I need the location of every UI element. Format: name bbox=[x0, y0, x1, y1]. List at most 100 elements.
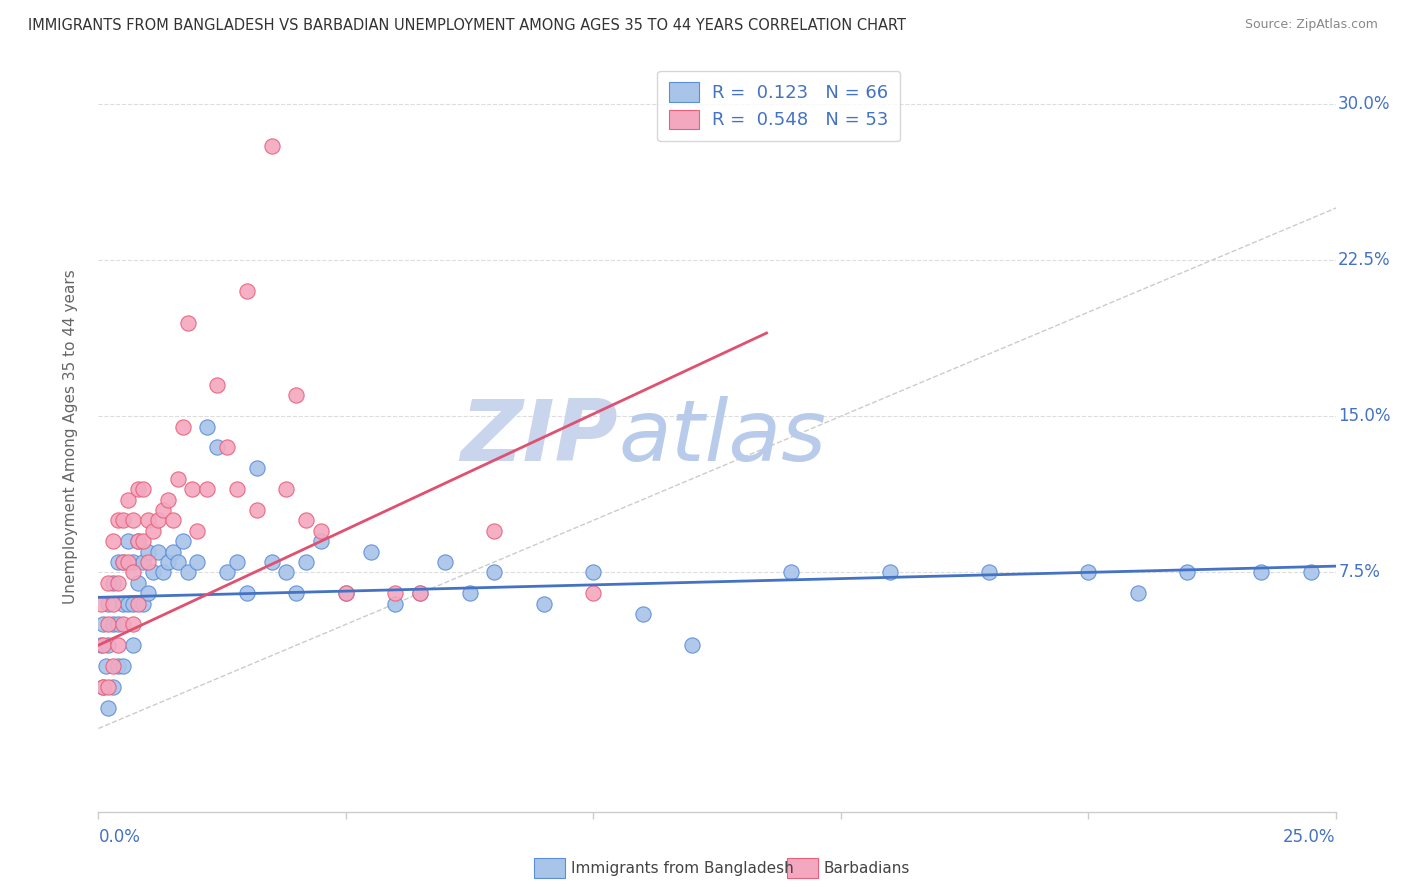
Point bbox=[195, 419, 218, 434]
Point bbox=[152, 503, 174, 517]
Point bbox=[1077, 566, 1099, 580]
Point bbox=[127, 534, 149, 549]
Point bbox=[107, 638, 129, 652]
Point bbox=[309, 534, 332, 549]
Point bbox=[107, 617, 129, 632]
Point bbox=[360, 544, 382, 558]
Point bbox=[156, 555, 179, 569]
Point bbox=[582, 566, 605, 580]
Point bbox=[979, 566, 1001, 580]
Point bbox=[1299, 566, 1322, 580]
Point bbox=[112, 513, 135, 527]
Text: 15.0%: 15.0% bbox=[1339, 408, 1391, 425]
Point bbox=[93, 680, 115, 694]
Point bbox=[90, 638, 112, 652]
Point bbox=[122, 513, 145, 527]
Point bbox=[156, 492, 179, 507]
Point bbox=[97, 617, 120, 632]
Point bbox=[176, 566, 198, 580]
Point bbox=[90, 597, 112, 611]
Point bbox=[142, 566, 165, 580]
Point bbox=[97, 597, 120, 611]
Text: 30.0%: 30.0% bbox=[1339, 95, 1391, 113]
Point bbox=[146, 544, 169, 558]
Point bbox=[146, 513, 169, 527]
Point bbox=[94, 659, 117, 673]
Point bbox=[136, 544, 159, 558]
Point bbox=[127, 597, 149, 611]
Point bbox=[93, 617, 115, 632]
Point bbox=[122, 638, 145, 652]
Point bbox=[172, 534, 194, 549]
Point bbox=[236, 586, 259, 600]
Point bbox=[132, 482, 155, 496]
Point bbox=[484, 566, 506, 580]
Point bbox=[93, 638, 115, 652]
Point bbox=[107, 659, 129, 673]
Point bbox=[166, 555, 188, 569]
Point bbox=[107, 575, 129, 590]
Point bbox=[236, 285, 259, 299]
Point bbox=[217, 566, 239, 580]
Point bbox=[260, 138, 283, 153]
Point bbox=[166, 472, 188, 486]
Text: 7.5%: 7.5% bbox=[1339, 564, 1381, 582]
Point bbox=[186, 524, 208, 538]
Point bbox=[276, 482, 298, 496]
Point bbox=[103, 659, 125, 673]
Point bbox=[142, 524, 165, 538]
Point bbox=[582, 586, 605, 600]
Point bbox=[533, 597, 555, 611]
Point bbox=[162, 544, 184, 558]
Point bbox=[132, 555, 155, 569]
Point bbox=[309, 524, 332, 538]
Point bbox=[195, 482, 218, 496]
Point bbox=[103, 534, 125, 549]
Point bbox=[103, 575, 125, 590]
Point bbox=[127, 534, 149, 549]
Point bbox=[879, 566, 901, 580]
Text: IMMIGRANTS FROM BANGLADESH VS BARBADIAN UNEMPLOYMENT AMONG AGES 35 TO 44 YEARS C: IMMIGRANTS FROM BANGLADESH VS BARBADIAN … bbox=[28, 18, 905, 33]
Point bbox=[97, 575, 120, 590]
Point bbox=[384, 597, 406, 611]
Text: 25.0%: 25.0% bbox=[1284, 829, 1336, 847]
Point bbox=[631, 607, 654, 621]
Point bbox=[260, 555, 283, 569]
Point bbox=[172, 419, 194, 434]
Point bbox=[295, 513, 318, 527]
Point bbox=[458, 586, 481, 600]
Point bbox=[285, 388, 308, 402]
Point bbox=[1175, 566, 1198, 580]
Point bbox=[107, 513, 129, 527]
Point bbox=[433, 555, 456, 569]
Point bbox=[112, 597, 135, 611]
Text: ZIP: ZIP bbox=[460, 395, 619, 479]
Point bbox=[122, 597, 145, 611]
Point bbox=[117, 597, 139, 611]
Point bbox=[93, 680, 115, 694]
Point bbox=[112, 555, 135, 569]
Point bbox=[162, 513, 184, 527]
Point bbox=[136, 555, 159, 569]
Point bbox=[97, 700, 120, 714]
Point bbox=[205, 441, 228, 455]
Y-axis label: Unemployment Among Ages 35 to 44 years: Unemployment Among Ages 35 to 44 years bbox=[63, 269, 77, 605]
Point bbox=[295, 555, 318, 569]
Point bbox=[127, 482, 149, 496]
Point bbox=[384, 586, 406, 600]
Point bbox=[103, 597, 125, 611]
Point bbox=[176, 316, 198, 330]
Point bbox=[246, 461, 269, 475]
Point bbox=[117, 534, 139, 549]
Point bbox=[181, 482, 204, 496]
Point bbox=[132, 597, 155, 611]
Point bbox=[112, 659, 135, 673]
Point bbox=[97, 680, 120, 694]
Point bbox=[335, 586, 357, 600]
Point bbox=[226, 482, 249, 496]
Text: Source: ZipAtlas.com: Source: ZipAtlas.com bbox=[1244, 18, 1378, 31]
Point bbox=[136, 586, 159, 600]
Point bbox=[276, 566, 298, 580]
Text: Immigrants from Bangladesh: Immigrants from Bangladesh bbox=[571, 862, 793, 876]
Point bbox=[122, 566, 145, 580]
